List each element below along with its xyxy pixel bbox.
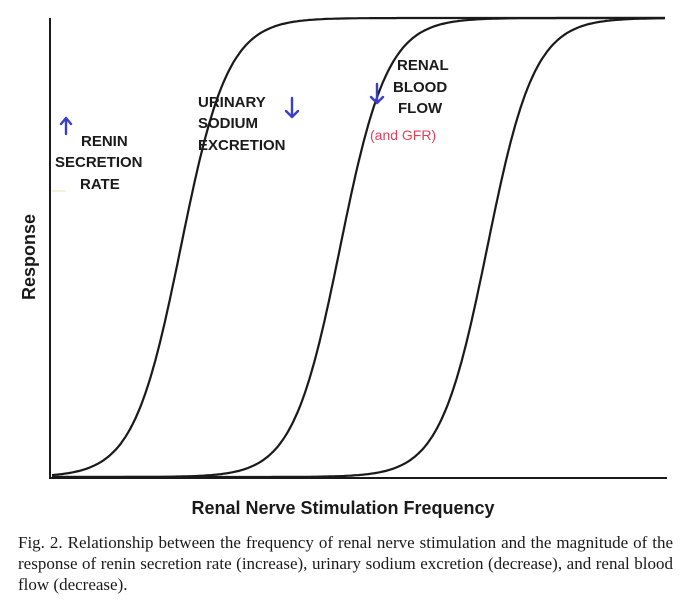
series-label-renin-line-1: RENIN xyxy=(81,133,128,150)
y-axis-title: Response xyxy=(19,214,39,300)
series-note-gfr: (and GFR) xyxy=(370,127,436,143)
down-arrow-icon xyxy=(369,82,385,105)
series-label-flow-line-3: FLOW xyxy=(398,100,443,117)
down-arrow-icon xyxy=(284,96,300,119)
curve-urinary-sodium-excretion xyxy=(52,16,665,479)
series-label-flow-line-2: BLOOD xyxy=(393,79,447,96)
curve-renin-secretion-rate xyxy=(51,16,665,477)
up-arrow-icon xyxy=(59,116,73,136)
series-label-flow-line-1: RENAL xyxy=(397,57,449,74)
series-label-sodium-line-1: URINARY xyxy=(198,94,266,111)
series-label-renin-line-3: RATE xyxy=(80,176,120,193)
x-axis-title: Renal Nerve Stimulation Frequency xyxy=(191,498,494,518)
curve-renal-blood-flow xyxy=(52,17,666,479)
figure-caption: Fig. 2. Relationship between the frequen… xyxy=(18,533,673,594)
series-label-sodium-line-3: EXCRETION xyxy=(198,137,286,154)
series-label-renin-line-2: SECRETION xyxy=(55,154,143,171)
series-label-sodium-line-2: SODIUM xyxy=(198,115,258,132)
